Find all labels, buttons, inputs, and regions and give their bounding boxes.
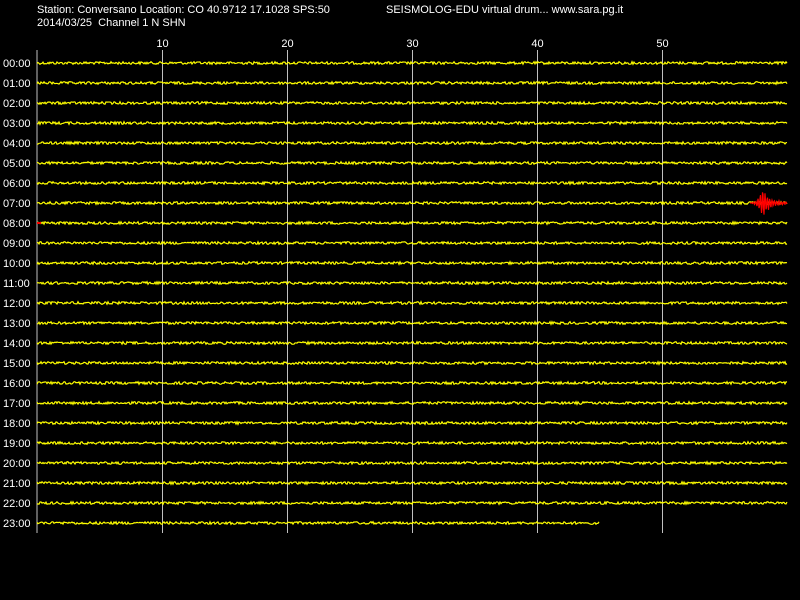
row-time-label: 07:00 <box>3 198 31 210</box>
x-tick-label: 20 <box>281 38 293 50</box>
x-tick-label: 10 <box>156 38 168 50</box>
trace-20-00 <box>36 460 788 466</box>
row-time-label: 04:00 <box>3 138 31 150</box>
row-time-label: 10:00 <box>3 258 31 270</box>
row-time-label: 14:00 <box>3 338 31 350</box>
date-channel-info: 2014/03/25 Channel 1 N SHN <box>37 17 186 29</box>
trace-03-00 <box>36 120 788 126</box>
trace-19-00 <box>36 440 788 446</box>
trace-15-00 <box>36 360 788 366</box>
row-time-label: 20:00 <box>3 458 31 470</box>
trace-06-00 <box>36 180 788 186</box>
trace-08-00 <box>36 220 788 226</box>
brand-info: SEISMOLOG-EDU virtual drum... www.sara.p… <box>386 4 624 16</box>
row-time-label: 03:00 <box>3 118 31 130</box>
row-time-label: 01:00 <box>3 78 31 90</box>
trace-07-00 <box>36 200 788 206</box>
row-time-label: 06:00 <box>3 178 31 190</box>
x-tick-label: 50 <box>656 38 668 50</box>
row-time-label: 21:00 <box>3 478 31 490</box>
row-time-label: 13:00 <box>3 318 31 330</box>
row-time-label: 00:00 <box>3 58 31 70</box>
station-info: Station: Conversano Location: CO 40.9712… <box>37 4 330 16</box>
row-time-label: 17:00 <box>3 398 31 410</box>
row-time-label: 16:00 <box>3 378 31 390</box>
trace-10-00 <box>36 260 788 266</box>
trace-12-00 <box>36 300 788 306</box>
row-time-label: 11:00 <box>3 278 30 290</box>
trace-09-00 <box>36 240 788 246</box>
trace-13-00 <box>36 320 788 326</box>
row-time-label: 02:00 <box>3 98 31 110</box>
event-trace <box>749 192 788 215</box>
row-time-label: 18:00 <box>3 418 31 430</box>
trace-18-00 <box>36 420 788 426</box>
trace-00-00 <box>36 60 788 66</box>
row-time-label: 23:00 <box>3 518 31 530</box>
trace-17-00 <box>36 400 788 406</box>
row-time-label: 22:00 <box>3 498 31 510</box>
trace-23-00 <box>36 520 600 526</box>
row-time-label: 15:00 <box>3 358 31 370</box>
trace-21-00 <box>36 480 788 486</box>
trace-05-00 <box>36 160 788 166</box>
trace-22-00 <box>36 500 788 506</box>
trace-01-00 <box>36 80 788 86</box>
row-time-label: 19:00 <box>3 438 31 450</box>
x-tick-label: 40 <box>531 38 543 50</box>
x-tick-label: 30 <box>406 38 418 50</box>
trace-14-00 <box>36 340 788 346</box>
row-time-label: 05:00 <box>3 158 31 170</box>
trace-04-00 <box>36 140 788 146</box>
row-time-label: 12:00 <box>3 298 31 310</box>
trace-11-00 <box>36 280 788 286</box>
row-time-label: 08:00 <box>3 218 31 230</box>
row-time-label: 09:00 <box>3 238 31 250</box>
trace-02-00 <box>36 100 788 106</box>
trace-16-00 <box>36 380 788 386</box>
